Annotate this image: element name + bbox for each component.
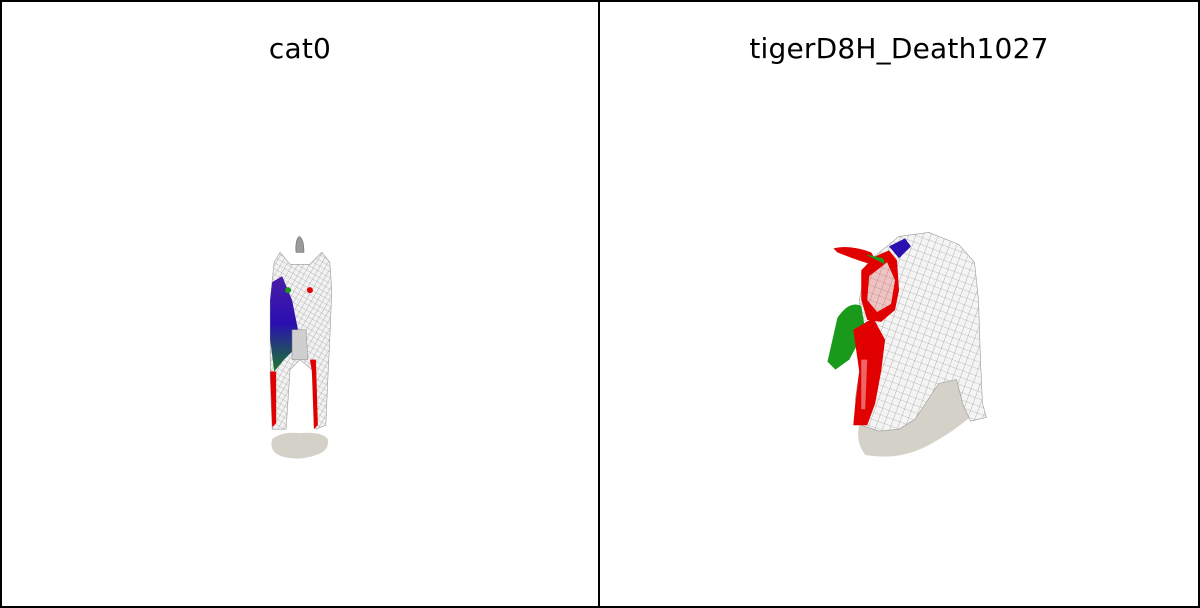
cat-ground-shadow [271,432,329,459]
cat-eye-left [285,287,292,294]
tiger-face [867,262,896,312]
tiger-blue-patch [889,238,911,259]
left-viewport[interactable]: cat0 [0,0,600,608]
right-viewport[interactable]: tigerD8H_Death1027 [600,0,1200,608]
left-panel-title: cat0 [268,32,332,65]
tiger-leg-red [853,317,886,426]
tiger-mesh-render[interactable] [600,2,1198,606]
cat-tail [295,236,305,253]
cat-eye-right [306,287,313,294]
tiger-leg-green [827,304,866,370]
tiger-horn-green [865,254,886,265]
cat-red-leg-left [270,371,277,428]
right-panel-title: tigerD8H_Death1027 [749,32,1049,65]
cat-mesh-render[interactable] [2,2,598,606]
tiger-horn [833,247,880,267]
cat-red-leg-right [309,359,318,430]
cat-color-side [270,276,299,372]
cat-chest [291,329,309,360]
tiger-leg-stripe [861,359,868,410]
